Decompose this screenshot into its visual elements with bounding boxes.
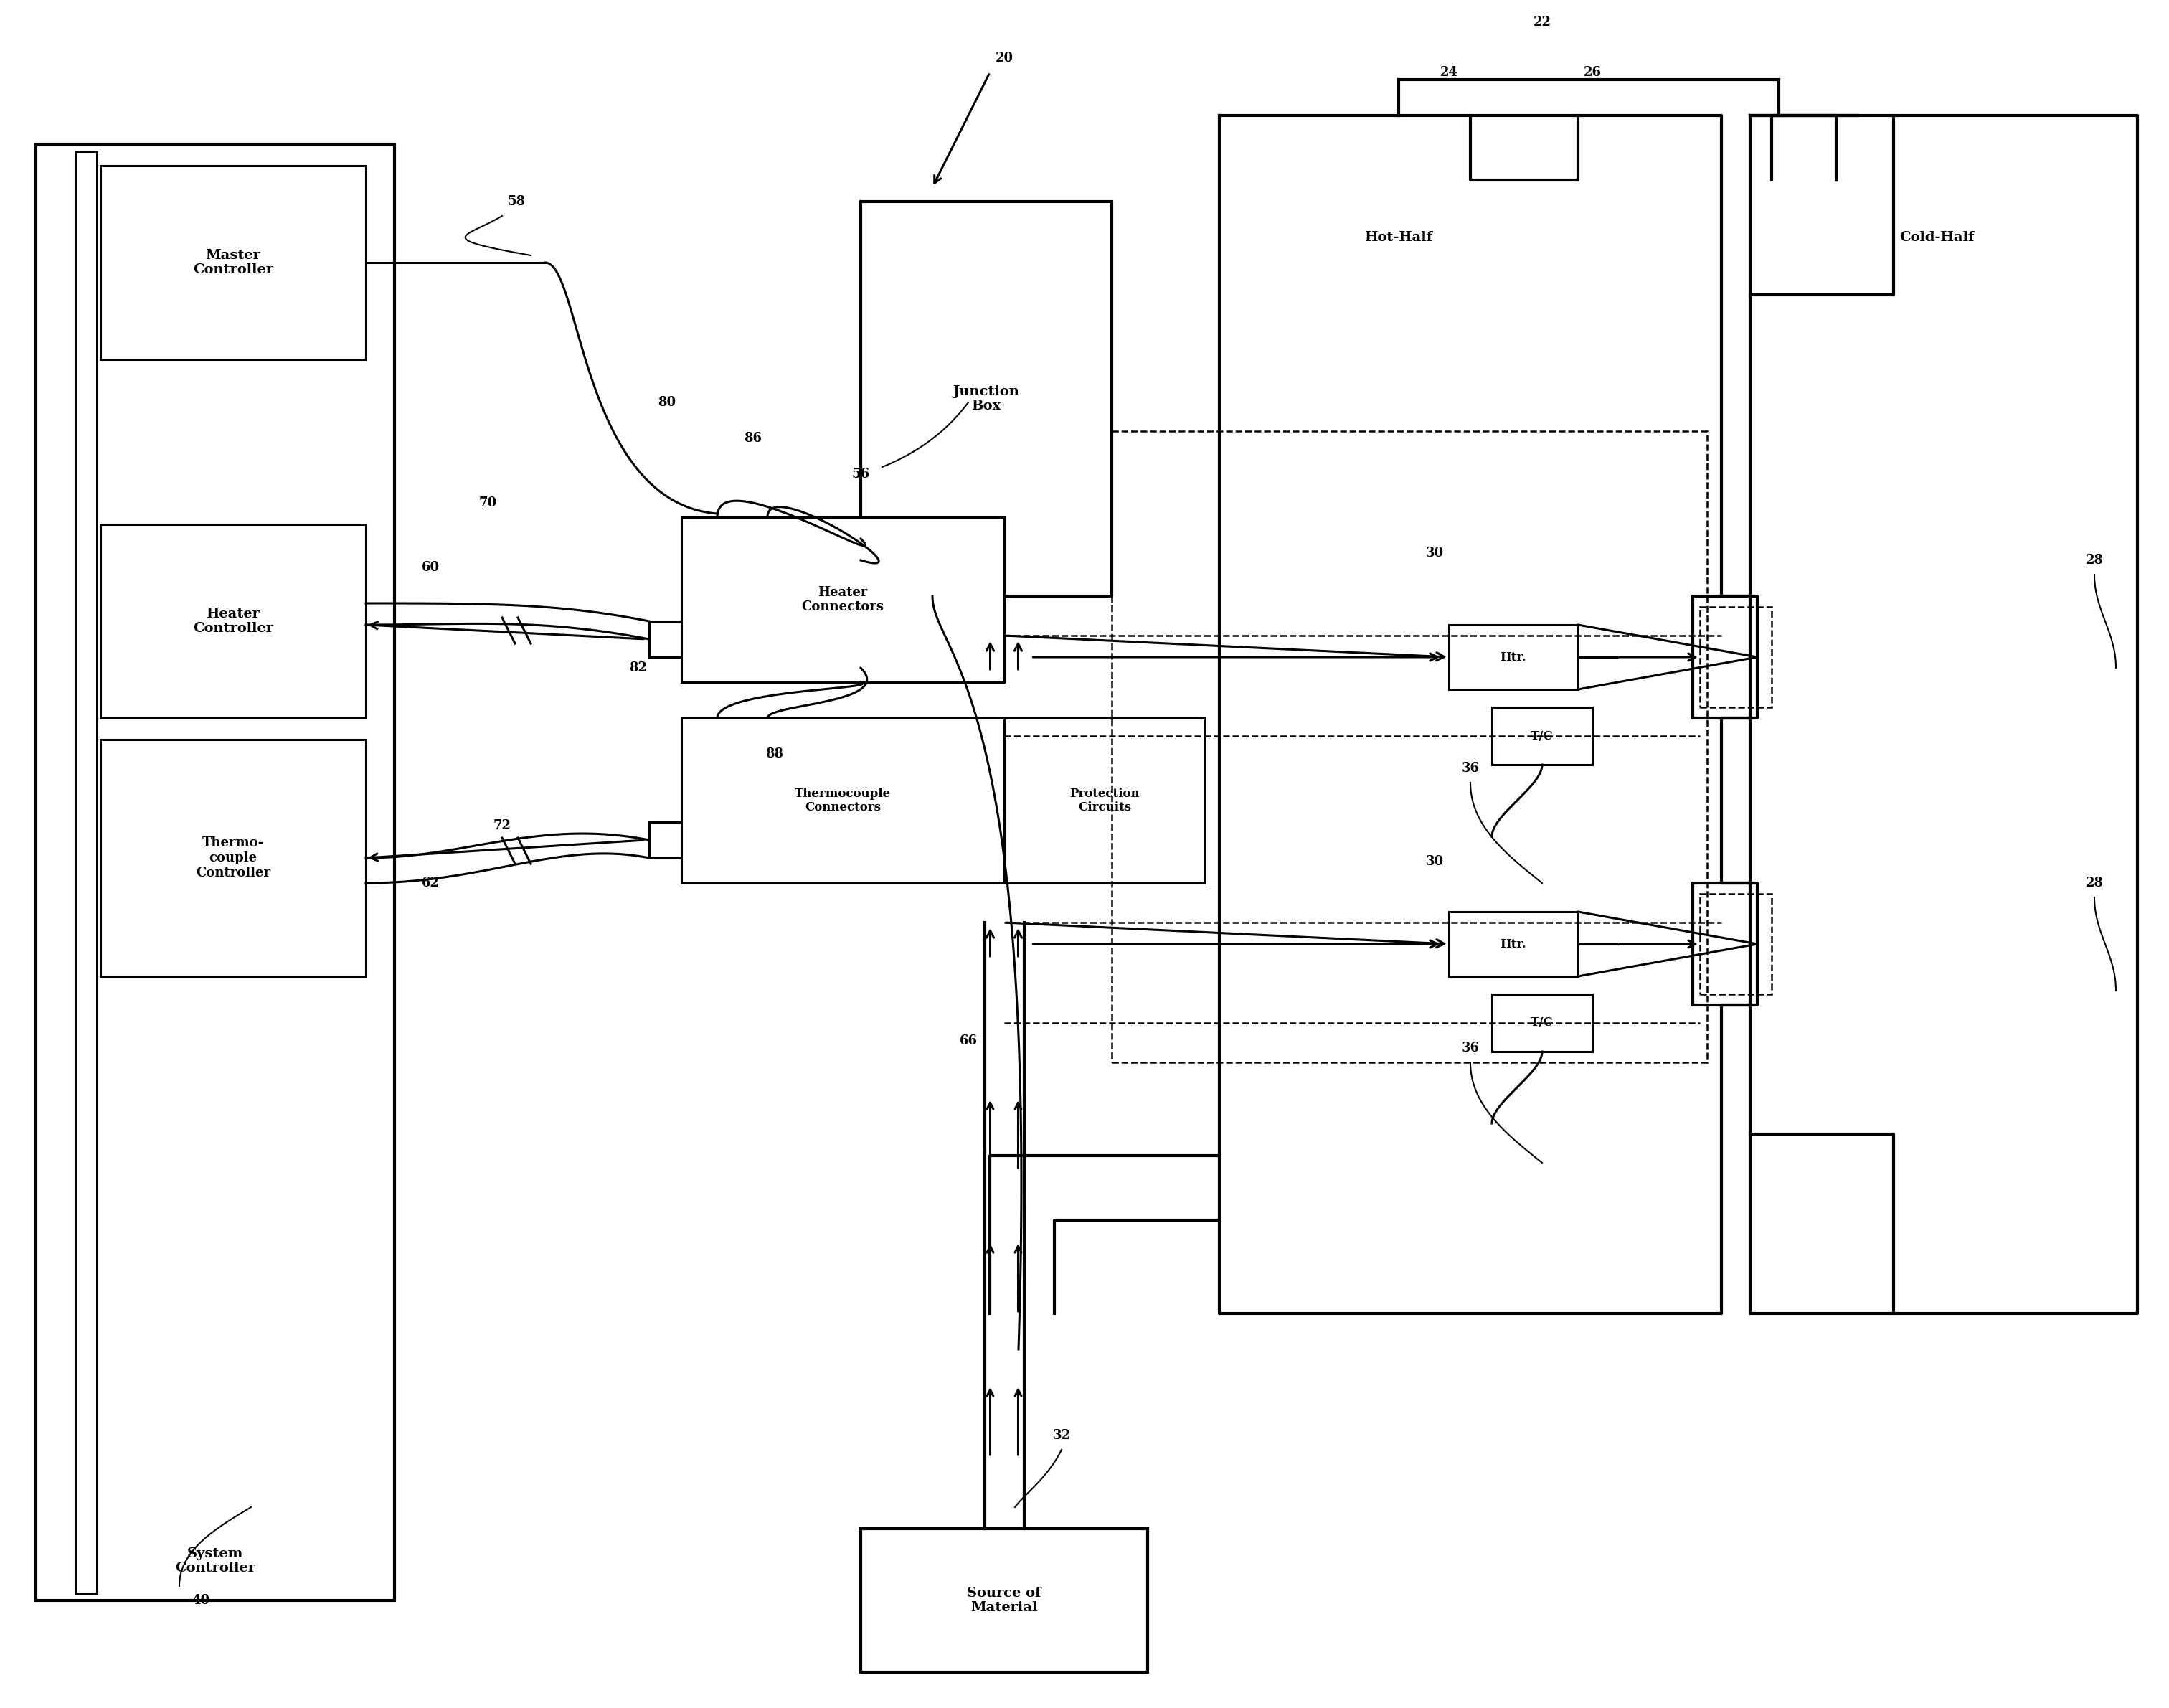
Text: Protection
Circuits: Protection Circuits [1069,787,1139,813]
Text: 86: 86 [744,432,761,444]
Bar [1449,625,1579,690]
Bar [649,822,681,857]
Text: 82: 82 [629,661,646,675]
Bar [1492,707,1592,765]
Text: 28: 28 [2084,553,2104,567]
Text: 26: 26 [1583,67,1601,79]
Text: 56: 56 [852,468,870,480]
Text: 72: 72 [492,820,512,832]
Text: Thermocouple
Connectors: Thermocouple Connectors [794,787,891,813]
Text: 62: 62 [421,876,440,890]
Bar [861,1529,1147,1672]
Text: Hot-Half: Hot-Half [1364,231,1434,244]
Text: 40: 40 [191,1594,210,1607]
Bar [1004,717,1206,883]
Bar [1700,606,1772,707]
Text: Master
Controller: Master Controller [193,249,273,277]
Text: 70: 70 [479,497,497,509]
Bar [1449,912,1579,977]
Text: 22: 22 [1533,15,1551,29]
Text: 66: 66 [959,1035,978,1047]
Bar [649,622,681,658]
Text: 28: 28 [2084,876,2104,890]
Bar [1700,893,1772,994]
Bar [681,518,1004,681]
Bar [100,166,367,359]
Text: Heater
Controller: Heater Controller [193,608,273,635]
Text: 30: 30 [1425,547,1445,560]
Text: 30: 30 [1425,856,1445,868]
Bar [76,152,98,1594]
Text: 88: 88 [766,748,783,760]
Text: 60: 60 [421,560,440,574]
Bar [861,202,1113,596]
Text: T/C: T/C [1531,729,1553,741]
Text: Heater
Connectors: Heater Connectors [803,586,885,613]
Text: Htr.: Htr. [1501,651,1527,663]
Text: Source of
Material: Source of Material [967,1587,1041,1614]
Text: 32: 32 [1052,1430,1071,1442]
Bar [1492,994,1592,1052]
Bar [100,524,367,717]
Text: Thermo-
couple
Controller: Thermo- couple Controller [195,837,271,880]
Text: 36: 36 [1462,762,1479,775]
Bar [681,717,1004,883]
Text: 24: 24 [1440,67,1458,79]
Text: T/C: T/C [1531,1016,1553,1028]
Bar [1113,430,1707,1062]
Text: Htr.: Htr. [1501,938,1527,950]
Text: Cold-Half: Cold-Half [1900,231,1974,244]
Text: 20: 20 [996,51,1013,65]
Text: 80: 80 [657,396,677,408]
Text: Junction
Box: Junction Box [952,384,1019,413]
Text: 36: 36 [1462,1042,1479,1054]
Bar [37,143,395,1600]
Text: 58: 58 [508,195,525,208]
Text: System
Controller: System Controller [176,1547,256,1575]
Bar [100,740,367,977]
